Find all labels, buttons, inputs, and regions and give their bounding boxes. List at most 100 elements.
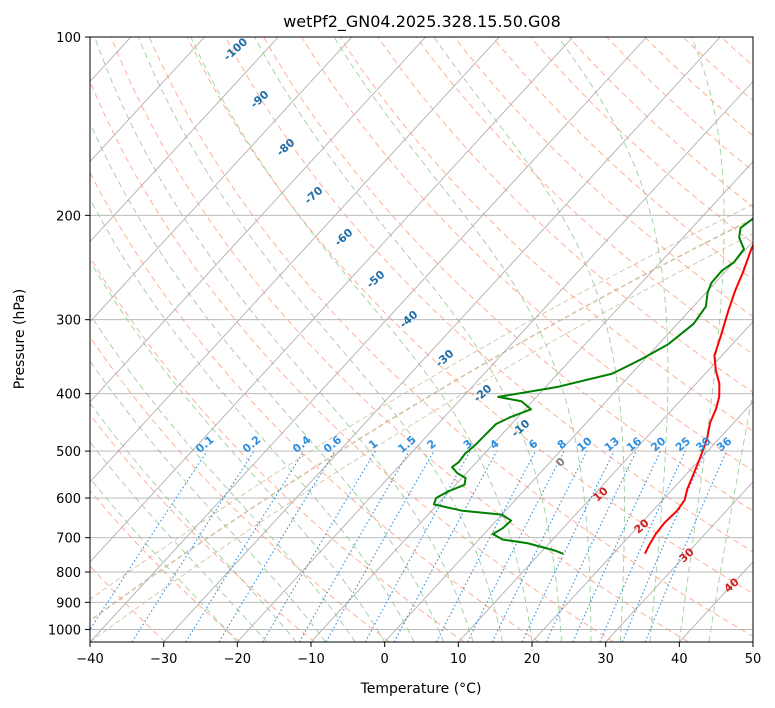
moist-adiabat [137, 37, 503, 642]
mixing-ratio-line [435, 450, 537, 642]
dry-adiabat [225, 37, 753, 553]
dry-adiabat-label: 0 [553, 455, 568, 470]
moist-adiabat [254, 37, 562, 642]
wet-bulb-arc [90, 233, 753, 642]
dry-adiabat-label: 20 [632, 516, 652, 536]
moist-adiabat [90, 197, 415, 642]
moist-adiabat [190, 37, 533, 642]
moist-adiabat [708, 389, 753, 642]
mixing-ratio-line [599, 450, 686, 642]
isotherm [752, 641, 753, 642]
dry-adiabat-label: -100 [221, 35, 250, 63]
wet-bulb-arc [90, 218, 753, 622]
moist-adiabat [90, 360, 327, 642]
isotherm [90, 37, 500, 483]
mixing-ratio-label: 3 [461, 437, 475, 452]
data-series [432, 217, 753, 555]
dry-adiabat-label: -50 [364, 268, 388, 291]
isotherm [90, 37, 279, 243]
y-tick-label: 1000 [48, 623, 81, 638]
mixing-ratio-line [325, 450, 435, 642]
mixing-ratio-line [545, 450, 637, 642]
x-tick-label: −30 [150, 652, 177, 667]
isotherm [237, 80, 753, 642]
mixing-ratio-label: 8 [555, 437, 569, 452]
mixing-ratio-line [521, 450, 615, 642]
plot-frame [89, 36, 754, 643]
isotherm [90, 37, 353, 323]
x-tick-label: −40 [76, 652, 103, 667]
dry-adiabat [110, 37, 689, 642]
y-tick-label: 400 [56, 388, 81, 403]
dry-adiabat [759, 37, 775, 642]
dry-adiabat [90, 336, 390, 642]
mixing-ratio-line [185, 450, 305, 642]
isotherms [90, 37, 753, 642]
y-tick-label: 700 [56, 532, 81, 547]
mixing-ratio-line [644, 450, 728, 642]
wet-bulb-arcs [90, 203, 753, 642]
x-axis-title: Temperature (°C) [360, 681, 482, 697]
x-tick-label: 20 [524, 652, 541, 667]
dry-adiabat [90, 255, 465, 642]
dry-adiabat [530, 37, 753, 244]
moist-adiabat [557, 37, 669, 642]
isotherm [90, 37, 647, 642]
dry-adiabat [90, 171, 540, 642]
mixing-ratio-line [90, 450, 208, 631]
x-tick-label: −20 [224, 652, 251, 667]
moist-adiabat [94, 37, 474, 642]
moist-adiabat [433, 37, 625, 642]
x-tick-label: 30 [597, 652, 614, 667]
dry-adiabat-label: -40 [397, 308, 421, 331]
y-tick-label: 800 [56, 566, 81, 581]
dry-adiabat-label: 10 [591, 484, 611, 504]
isotherm [90, 37, 574, 563]
moist-adiabats [90, 37, 753, 642]
moist-adiabat [90, 260, 386, 642]
pressure-gridlines [90, 37, 753, 630]
dry-adiabat [415, 37, 753, 355]
mixing-ratio-line [467, 450, 565, 642]
mixing-ratio-label: 0.2 [240, 433, 263, 455]
dry-adiabat-label: -60 [332, 226, 356, 249]
x-tick-label: 40 [671, 652, 688, 667]
y-tick-label: 300 [56, 314, 81, 329]
isotherm [310, 160, 753, 642]
mixing-ratio-line [364, 450, 471, 642]
dry-adiabat [90, 413, 315, 642]
dry-adiabat [148, 37, 753, 637]
dry-adiabat-label: -90 [248, 88, 272, 111]
mixing-ratio-label: 0.4 [290, 433, 314, 456]
dry-adiabat [453, 37, 753, 318]
moist-adiabat [90, 313, 356, 642]
isotherm [605, 481, 753, 642]
dry-adiabat [90, 489, 241, 642]
y-axis-title: Pressure (hPa) [12, 289, 28, 389]
y-axis: 100 200 300 400 500 600 700 800 900 1000 [48, 31, 90, 638]
dry-adiabat-label: -30 [433, 347, 457, 370]
moist-adiabat [90, 402, 297, 642]
dry-adiabats [90, 37, 775, 642]
dry-adiabat-label: -80 [274, 136, 298, 159]
mixing-ratio-label: 4 [487, 437, 501, 452]
dry-adiabat [90, 80, 614, 642]
x-tick-label: −10 [297, 652, 324, 667]
isotherm [90, 37, 426, 403]
dry-adiabat [377, 37, 753, 393]
wet-bulb-arc [90, 203, 753, 600]
mixing-ratio-label: 0.6 [321, 433, 345, 456]
isotherm [90, 37, 205, 163]
dry-adiabat [720, 37, 753, 67]
dry-adiabat [682, 37, 753, 102]
moist-adiabat [333, 37, 592, 642]
mixing-ratio-line [218, 450, 336, 642]
x-tick-label: 10 [450, 652, 467, 667]
isotherm [458, 321, 753, 642]
dry-adiabat-label: -70 [302, 184, 326, 207]
isotherm [679, 561, 753, 642]
y-tick-label: 600 [56, 492, 81, 507]
moist-adiabat [678, 37, 725, 642]
dry-adiabat-label: -10 [509, 417, 533, 440]
x-tick-label: 0 [381, 652, 389, 667]
